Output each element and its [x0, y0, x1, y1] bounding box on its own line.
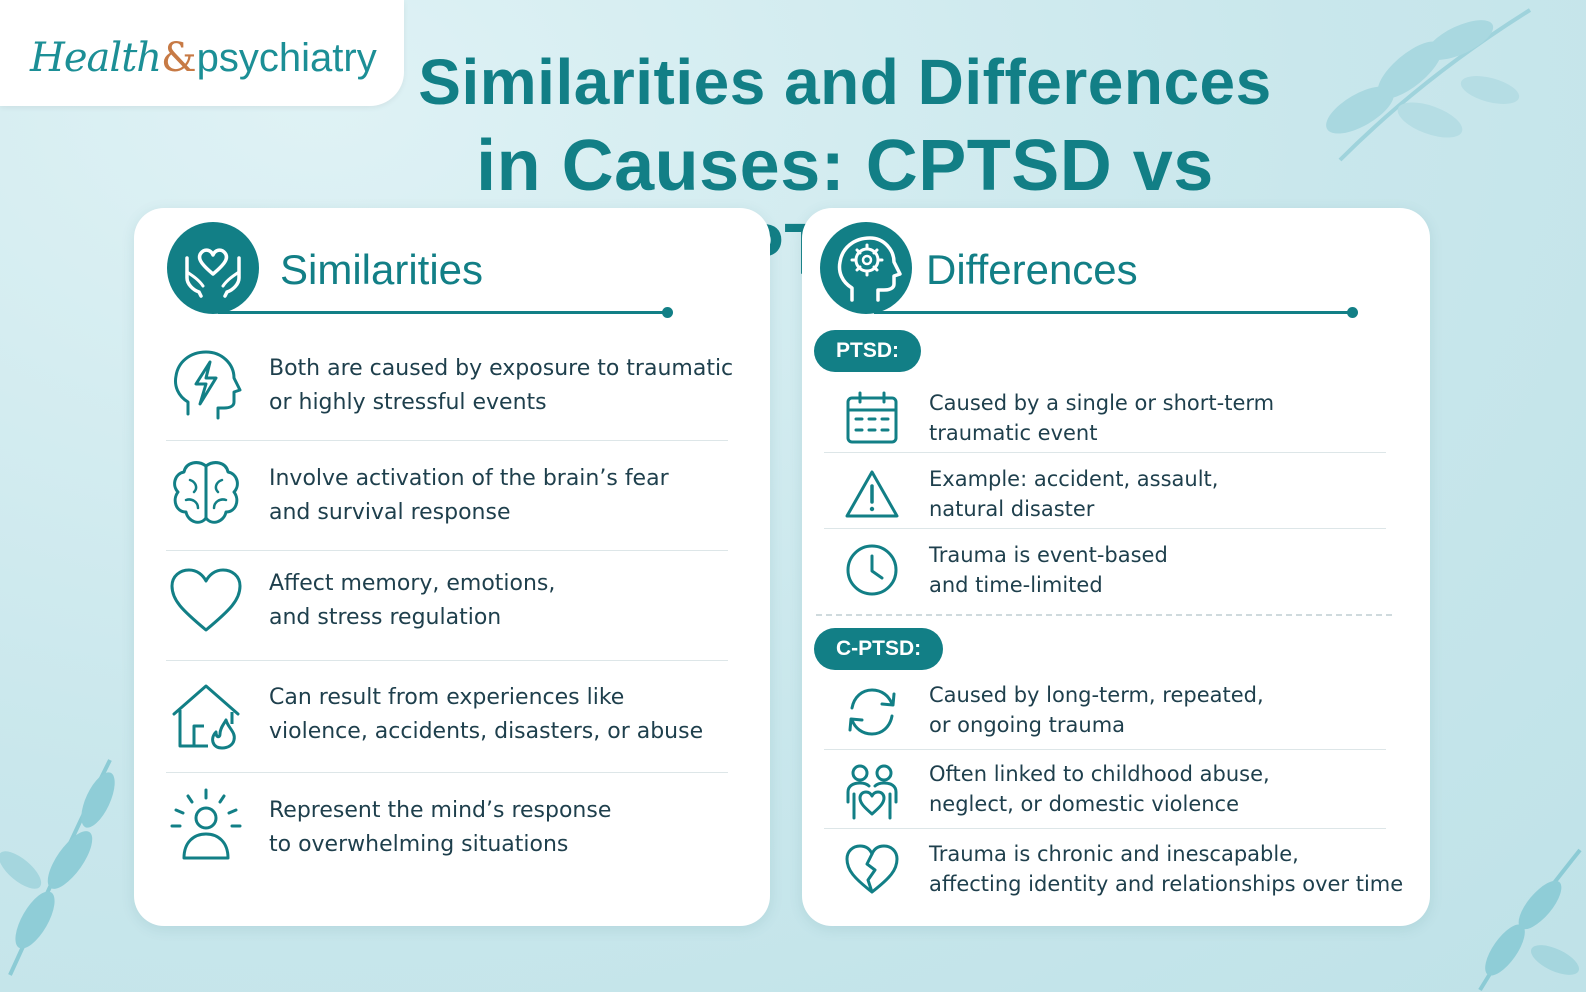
page-title-line-1: Similarities and Differences — [418, 46, 1272, 118]
ptsd-item-3-text: Trauma is event-based and time-limited — [929, 543, 1168, 597]
clock-icon — [846, 544, 898, 596]
similarities-card: Similarities Both are caused by exposure… — [134, 208, 770, 926]
leaf-decoration-bottom-right-icon — [1478, 848, 1582, 992]
ptsd-item-1-text: Caused by a single or short-term traumat… — [929, 391, 1275, 445]
leaf-decoration-top-right-icon — [1326, 8, 1532, 162]
logo: Health&psychiatry — [30, 34, 377, 82]
similarity-divider-4 — [166, 772, 728, 773]
head-lightning-icon — [174, 350, 242, 420]
differences-heading-dot — [1347, 307, 1358, 318]
ptsd-item-2-text: Example: accident, assault, natural disa… — [929, 467, 1219, 521]
differences-card: Differences PTSD: Caused by a single or … — [802, 208, 1430, 926]
differences-heading-line — [874, 311, 1350, 314]
logo-container: Health&psychiatry — [0, 0, 404, 106]
cptsd-label-pill: C-PTSD: — [814, 628, 944, 670]
broken-heart-icon — [845, 844, 899, 894]
similarity-divider-3 — [166, 660, 728, 661]
heart-icon — [170, 568, 242, 632]
similarities-badge — [167, 222, 259, 314]
cycle-arrows-icon — [848, 688, 896, 736]
logo-part-health: Health — [30, 35, 162, 81]
brain-icon — [173, 461, 239, 524]
leaf-decoration-bottom-left-icon — [0, 759, 115, 976]
person-radiating-icon — [170, 788, 242, 860]
similarity-divider-2 — [166, 550, 728, 551]
similarities-heading-line — [218, 311, 664, 314]
similarities-heading-dot — [662, 307, 673, 318]
head-gear-icon — [837, 236, 902, 302]
similarities-heading: Similarities — [280, 246, 484, 293]
logo-part-psychiatry: psychiatry — [196, 36, 377, 80]
differences-heading: Differences — [926, 246, 1138, 293]
calendar-icon — [846, 391, 898, 444]
cptsd-item-2-text: Often linked to childhood abuse, neglect… — [929, 762, 1270, 816]
similarity-item-4-text: Can result from experiences like violenc… — [269, 685, 704, 744]
cptsd-divider-1 — [824, 749, 1386, 750]
cptsd-divider-2 — [824, 828, 1386, 829]
cptsd-item-3-text: Trauma is chronic and inescapable, affec… — [929, 842, 1404, 896]
cptsd-item-1-text: Caused by long-term, repeated, or ongoin… — [929, 683, 1264, 737]
ptsd-divider-1 — [824, 452, 1386, 453]
similarity-item-5-text: Represent the mind’s response to overwhe… — [269, 798, 612, 857]
warning-triangle-icon — [845, 470, 899, 518]
logo-ampersand: & — [161, 35, 197, 81]
differences-badge — [820, 222, 912, 314]
family-heart-icon — [846, 764, 898, 820]
similarity-item-2-text: Involve activation of the brain’s fear a… — [269, 466, 669, 525]
ptsd-divider-2 — [824, 528, 1386, 529]
similarity-divider-1 — [166, 440, 728, 441]
hands-holding-heart-icon — [185, 248, 241, 298]
ptsd-label-pill: PTSD: — [814, 330, 921, 372]
section-dashed-divider — [816, 614, 1392, 616]
similarity-item-3-text: Affect memory, emotions, and stress regu… — [269, 571, 556, 630]
similarity-item-1-text: Both are caused by exposure to traumatic… — [269, 356, 734, 415]
house-fire-icon — [172, 684, 240, 750]
